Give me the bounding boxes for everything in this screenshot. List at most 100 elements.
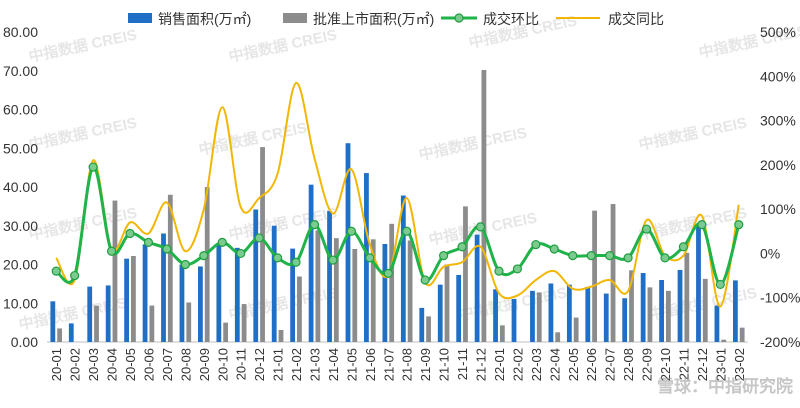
mom-point [568, 251, 578, 261]
left-tick-label: 20.00 [3, 257, 38, 273]
approved-area-bar [573, 317, 579, 342]
sales-area-bar [493, 289, 498, 342]
right-tick-label: 400% [760, 68, 796, 84]
mom-point [697, 220, 707, 230]
sales-area-bar [566, 284, 572, 342]
mom-point [346, 226, 356, 236]
mom-point [199, 251, 209, 261]
x-tick-label: 22-06 [584, 348, 599, 381]
approved-area-bar [57, 328, 63, 342]
sales-area-bar [511, 298, 517, 342]
approved-area-bar [721, 339, 727, 342]
sales-area-bar [456, 274, 462, 342]
approved-area-bar [333, 238, 339, 342]
x-tick-label: 21-10 [437, 348, 452, 381]
x-tick-label: 22-12 [695, 348, 710, 381]
x-tick-label: 20-03 [86, 348, 101, 381]
right-tick-label: 500% [760, 24, 796, 40]
x-tick-label: 22-05 [566, 348, 581, 381]
mom-point [457, 242, 467, 252]
sales-area-bar [585, 286, 591, 342]
legend-label: 成交环比 [483, 11, 539, 27]
x-tick-label: 20-07 [160, 348, 175, 381]
approved-area-bar [739, 327, 745, 342]
x-tick-label: 22-09 [640, 348, 655, 381]
mom-point [531, 239, 541, 250]
sales-area-bar [622, 298, 628, 342]
approved-area-bar [426, 316, 431, 342]
legend-label: 销售面积(万㎡) [158, 11, 251, 27]
x-tick-label: 21-01 [271, 348, 286, 381]
sales-area-bar [696, 223, 701, 342]
sales-area-bar [474, 234, 480, 342]
x-tick-label: 20-06 [141, 348, 156, 381]
legend-swatch-marker [454, 13, 464, 23]
sales-area-bar [142, 244, 148, 342]
mom-point [88, 162, 98, 172]
x-tick-label: 21-08 [400, 348, 415, 381]
approved-area-bar [241, 304, 247, 342]
left-tick-label: 0.00 [11, 334, 38, 350]
mom-point [439, 251, 449, 261]
approved-area-bar [499, 325, 505, 342]
x-tick-label: 20-01 [49, 348, 64, 381]
approved-area-bar [592, 210, 597, 342]
sales-area-bar [253, 209, 259, 342]
mom-point [70, 270, 80, 281]
x-tick-label: 20-11 [234, 348, 249, 380]
approved-area-bar [167, 194, 173, 342]
approved-area-bar [260, 147, 265, 342]
approved-area-bar [278, 329, 284, 342]
watermark-text: 中指数据 CREIS [27, 113, 138, 153]
mom-point [106, 246, 117, 256]
x-tick-label: 20-09 [197, 348, 212, 381]
watermark-text: 中指数据 CREIS [637, 113, 748, 153]
mom-point [734, 220, 744, 230]
legend-label: 批准上市面积(万㎡) [313, 11, 434, 27]
approved-area-bar [702, 278, 708, 342]
x-tick-label: 23-01 [713, 348, 728, 381]
right-tick-label: -200% [760, 334, 800, 350]
right-tick-label: 100% [760, 201, 796, 217]
right-tick-label: 200% [760, 157, 796, 173]
approved-area-bar [186, 302, 192, 342]
x-tick-label: 20-10 [215, 348, 230, 381]
sales-area-bar [87, 286, 93, 342]
approved-area-bar [407, 240, 413, 342]
sales-area-bar [732, 280, 738, 342]
right-tick-label: 0% [760, 245, 780, 261]
sales-area-bar [216, 245, 222, 342]
mom-point [402, 226, 412, 236]
sales-area-bar [400, 195, 406, 342]
x-tick-label: 22-04 [547, 348, 562, 381]
sales-area-bar [179, 264, 185, 342]
x-tick-label: 22-10 [658, 348, 673, 381]
legend: 销售面积(万㎡) 批准上市面积(万㎡) 成交环比 成交同比 [128, 11, 664, 27]
left-tick-label: 70.00 [3, 63, 38, 79]
mom-point [328, 255, 338, 265]
x-tick-label: 22-08 [621, 348, 636, 381]
x-tick-label: 20-04 [105, 348, 120, 381]
mom-point [236, 248, 246, 259]
mom-point [715, 279, 725, 290]
mom-point [383, 268, 393, 278]
x-axis-labels: 20-01 20-02 20-03 20-04 20-05 20-06 20-07 20-08… [49, 348, 747, 381]
mom-point [309, 220, 320, 230]
sales-area-bar [677, 269, 683, 342]
approved-area-bar [149, 305, 155, 342]
x-tick-label: 20-12 [252, 348, 267, 381]
approved-area-bar [352, 249, 358, 342]
yoy-line [55, 81, 740, 308]
approved-area-bar [389, 223, 395, 342]
sales-area-bar [714, 305, 720, 342]
sales-area-bar [161, 233, 166, 342]
approved-area-bar [684, 252, 690, 342]
corner-logo: 雪球：中指研究院 [657, 376, 793, 396]
approved-area-bar [610, 204, 616, 342]
approved-area-bar [665, 290, 671, 342]
sales-area-bar [382, 243, 388, 342]
right-tick-label: -100% [760, 290, 800, 306]
sales-area-bar [640, 273, 646, 342]
approved-area-bar [444, 264, 450, 342]
approved-area-bar [315, 230, 321, 342]
